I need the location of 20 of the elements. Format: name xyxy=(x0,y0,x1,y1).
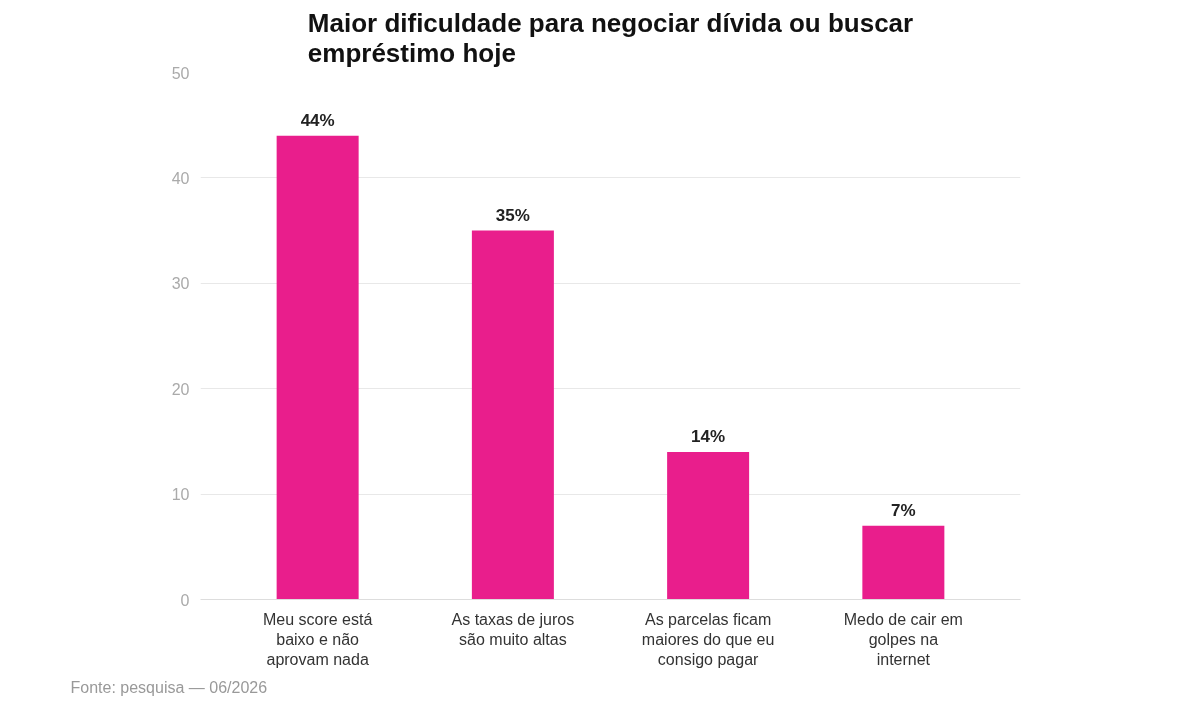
data-label: 44% xyxy=(300,110,335,130)
bar xyxy=(862,525,945,600)
chart-title: Maior dificuldade para negociar dívida ou buscar empréstimo hoje xyxy=(307,7,914,68)
y-tick-label: 20 xyxy=(171,380,190,398)
x-tick-label: As taxas de juros são muito altas xyxy=(451,610,575,648)
x-tick-label: Meu score está baixo e não aprovam nada xyxy=(262,610,373,669)
bar xyxy=(471,230,554,600)
y-tick-label: 40 xyxy=(171,169,190,187)
data-label: 14% xyxy=(691,426,726,446)
y-tick-label: 10 xyxy=(171,486,190,504)
y-tick-label: 30 xyxy=(171,275,190,293)
data-label: 35% xyxy=(495,205,530,225)
bar xyxy=(276,135,359,600)
data-label: 7% xyxy=(891,500,916,520)
bar xyxy=(667,451,750,600)
x-tick-label: Medo de cair em golpes na internet xyxy=(843,610,963,669)
source-note: Fonte: pesquisa — 06/2026 xyxy=(70,678,268,696)
y-tick-label: 0 xyxy=(180,591,190,609)
x-tick-label: As parcelas ficam maiores do que eu consigo pagar xyxy=(641,610,775,669)
y-tick-label: 50 xyxy=(171,64,190,82)
